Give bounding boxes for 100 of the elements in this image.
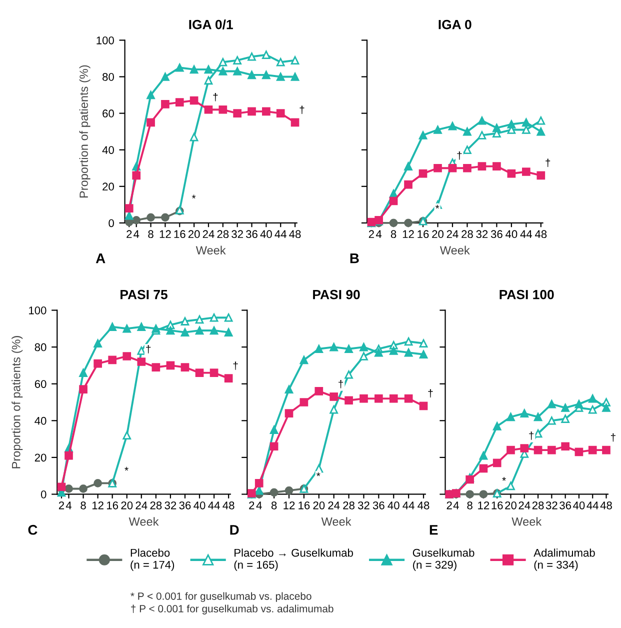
x-tick-label: 16 bbox=[107, 501, 118, 510]
x-tick-label: 28 bbox=[217, 230, 229, 238]
x-tick-label: 8 bbox=[148, 230, 154, 238]
x-axis-title: Week bbox=[128, 517, 159, 526]
x-tick-label: 28 bbox=[532, 501, 544, 510]
x-tick-label: 24 bbox=[202, 230, 214, 238]
x-tick-label: 20 bbox=[505, 501, 516, 510]
x-tick-label: 36 bbox=[246, 230, 258, 238]
annotation: † bbox=[146, 345, 151, 354]
annotation: * bbox=[124, 466, 128, 471]
x-tick-label: 44 bbox=[274, 230, 286, 238]
annotation: † bbox=[611, 433, 616, 442]
text: B bbox=[350, 254, 359, 264]
text: * P < 0.001 for guselkumab vs. placebo bbox=[130, 592, 312, 602]
x-tick-label: 2 bbox=[249, 501, 254, 510]
x-axis-title: Week bbox=[512, 517, 542, 526]
chart-title: IGA 0 bbox=[438, 20, 472, 30]
x-tick-label: 40 bbox=[260, 230, 272, 238]
annotation: † bbox=[529, 432, 534, 440]
annotation: * bbox=[316, 472, 320, 476]
x-tick-label: 32 bbox=[476, 230, 488, 238]
x-tick-label: 32 bbox=[358, 501, 370, 510]
x-tick-label: 28 bbox=[150, 501, 162, 510]
x-axis-title: Week bbox=[321, 517, 352, 526]
x-tick-label: 16 bbox=[174, 230, 186, 238]
annotation: † bbox=[428, 389, 433, 398]
x-tick-label: 40 bbox=[194, 501, 206, 510]
x-tick-label: 2 bbox=[368, 230, 374, 238]
annotation: † bbox=[233, 362, 238, 370]
text: A bbox=[96, 254, 106, 264]
x-tick-label: 24 bbox=[328, 501, 340, 510]
x-tick-label: 48 bbox=[222, 501, 234, 510]
x-tick-label: 40 bbox=[506, 230, 518, 238]
y-tick-label: 100 bbox=[96, 36, 114, 44]
chart-title: PASI 100 bbox=[500, 290, 554, 300]
x-axis-title: Week bbox=[440, 246, 470, 254]
x-tick-label: 12 bbox=[402, 230, 414, 238]
x-tick-label: 48 bbox=[289, 230, 301, 238]
y-tick-label: 40 bbox=[102, 146, 114, 154]
legend-label: Placebo (n = 174) bbox=[130, 548, 174, 571]
text: C bbox=[28, 524, 38, 535]
chart-title: IGA 0/1 bbox=[189, 20, 233, 30]
x-tick-label: 28 bbox=[462, 230, 473, 238]
x-tick-label: 20 bbox=[313, 501, 325, 510]
text: D bbox=[230, 525, 239, 535]
x-tick-label: 20 bbox=[188, 230, 200, 238]
x-tick-label: 36 bbox=[372, 501, 384, 510]
x-tick-label: 8 bbox=[80, 501, 86, 510]
x-tick-label: 16 bbox=[298, 501, 310, 510]
annotation: * bbox=[192, 194, 196, 198]
x-tick-label: 32 bbox=[164, 501, 176, 510]
y-tick-label: 0 bbox=[40, 490, 46, 498]
legend-label: Placebo → Guselkumab (n = 165) bbox=[234, 548, 353, 571]
y-axis-title: Proportion of patients (%) bbox=[12, 336, 23, 468]
chart-title: PASI 75 bbox=[120, 290, 168, 300]
text: † P < 0.001 for guselkumab vs. adalimumab bbox=[131, 604, 334, 614]
legend-label: Guselkumab (n = 329) bbox=[412, 548, 474, 571]
y-tick-label: 80 bbox=[102, 73, 114, 81]
x-tick-label: 4 bbox=[376, 230, 382, 238]
x-tick-label: 20 bbox=[121, 501, 133, 510]
chart-title: PASI 90 bbox=[313, 290, 360, 300]
x-tick-label: 2 bbox=[58, 501, 64, 510]
y-tick-label: 60 bbox=[34, 380, 46, 388]
x-tick-label: 2 bbox=[446, 501, 452, 510]
x-tick-label: 16 bbox=[418, 230, 429, 238]
y-tick-label: 20 bbox=[102, 182, 114, 191]
x-tick-label: 32 bbox=[546, 501, 558, 510]
x-tick-label: 48 bbox=[418, 501, 430, 510]
x-tick-label: 8 bbox=[271, 501, 277, 510]
x-tick-label: 48 bbox=[600, 501, 612, 510]
legend-label: Adalimumab (n = 334) bbox=[534, 548, 595, 571]
x-tick-label: 4 bbox=[134, 230, 140, 238]
y-tick-label: 20 bbox=[34, 454, 46, 462]
x-tick-label: 4 bbox=[453, 502, 459, 510]
x-tick-label: 12 bbox=[284, 501, 295, 510]
x-tick-label: 24 bbox=[518, 501, 530, 510]
y-tick-label: 40 bbox=[34, 416, 46, 425]
annotation: † bbox=[300, 106, 304, 114]
x-tick-label: 16 bbox=[492, 501, 503, 510]
x-tick-label: 2 bbox=[126, 230, 132, 238]
x-tick-label: 24 bbox=[446, 230, 458, 238]
annotation: † bbox=[457, 151, 462, 160]
x-tick-label: 36 bbox=[179, 501, 191, 510]
x-tick-label: 44 bbox=[402, 502, 414, 510]
y-axis-title: Proportion of patients (%) bbox=[79, 65, 90, 198]
x-tick-label: 40 bbox=[573, 501, 585, 510]
x-tick-label: 4 bbox=[66, 502, 72, 510]
x-tick-label: 4 bbox=[256, 502, 262, 510]
x-tick-label: 36 bbox=[490, 230, 502, 238]
x-tick-label: 36 bbox=[560, 501, 572, 510]
annotation: † bbox=[213, 92, 218, 102]
x-tick-label: 44 bbox=[520, 230, 532, 238]
text: E bbox=[430, 525, 438, 535]
x-tick-label: 12 bbox=[160, 230, 171, 238]
x-tick-label: 12 bbox=[92, 501, 104, 510]
y-tick-label: 60 bbox=[102, 110, 114, 118]
x-tick-label: 20 bbox=[432, 230, 444, 238]
x-tick-label: 12 bbox=[478, 501, 490, 510]
annotation: † bbox=[338, 380, 343, 388]
x-tick-label: 8 bbox=[467, 501, 472, 510]
